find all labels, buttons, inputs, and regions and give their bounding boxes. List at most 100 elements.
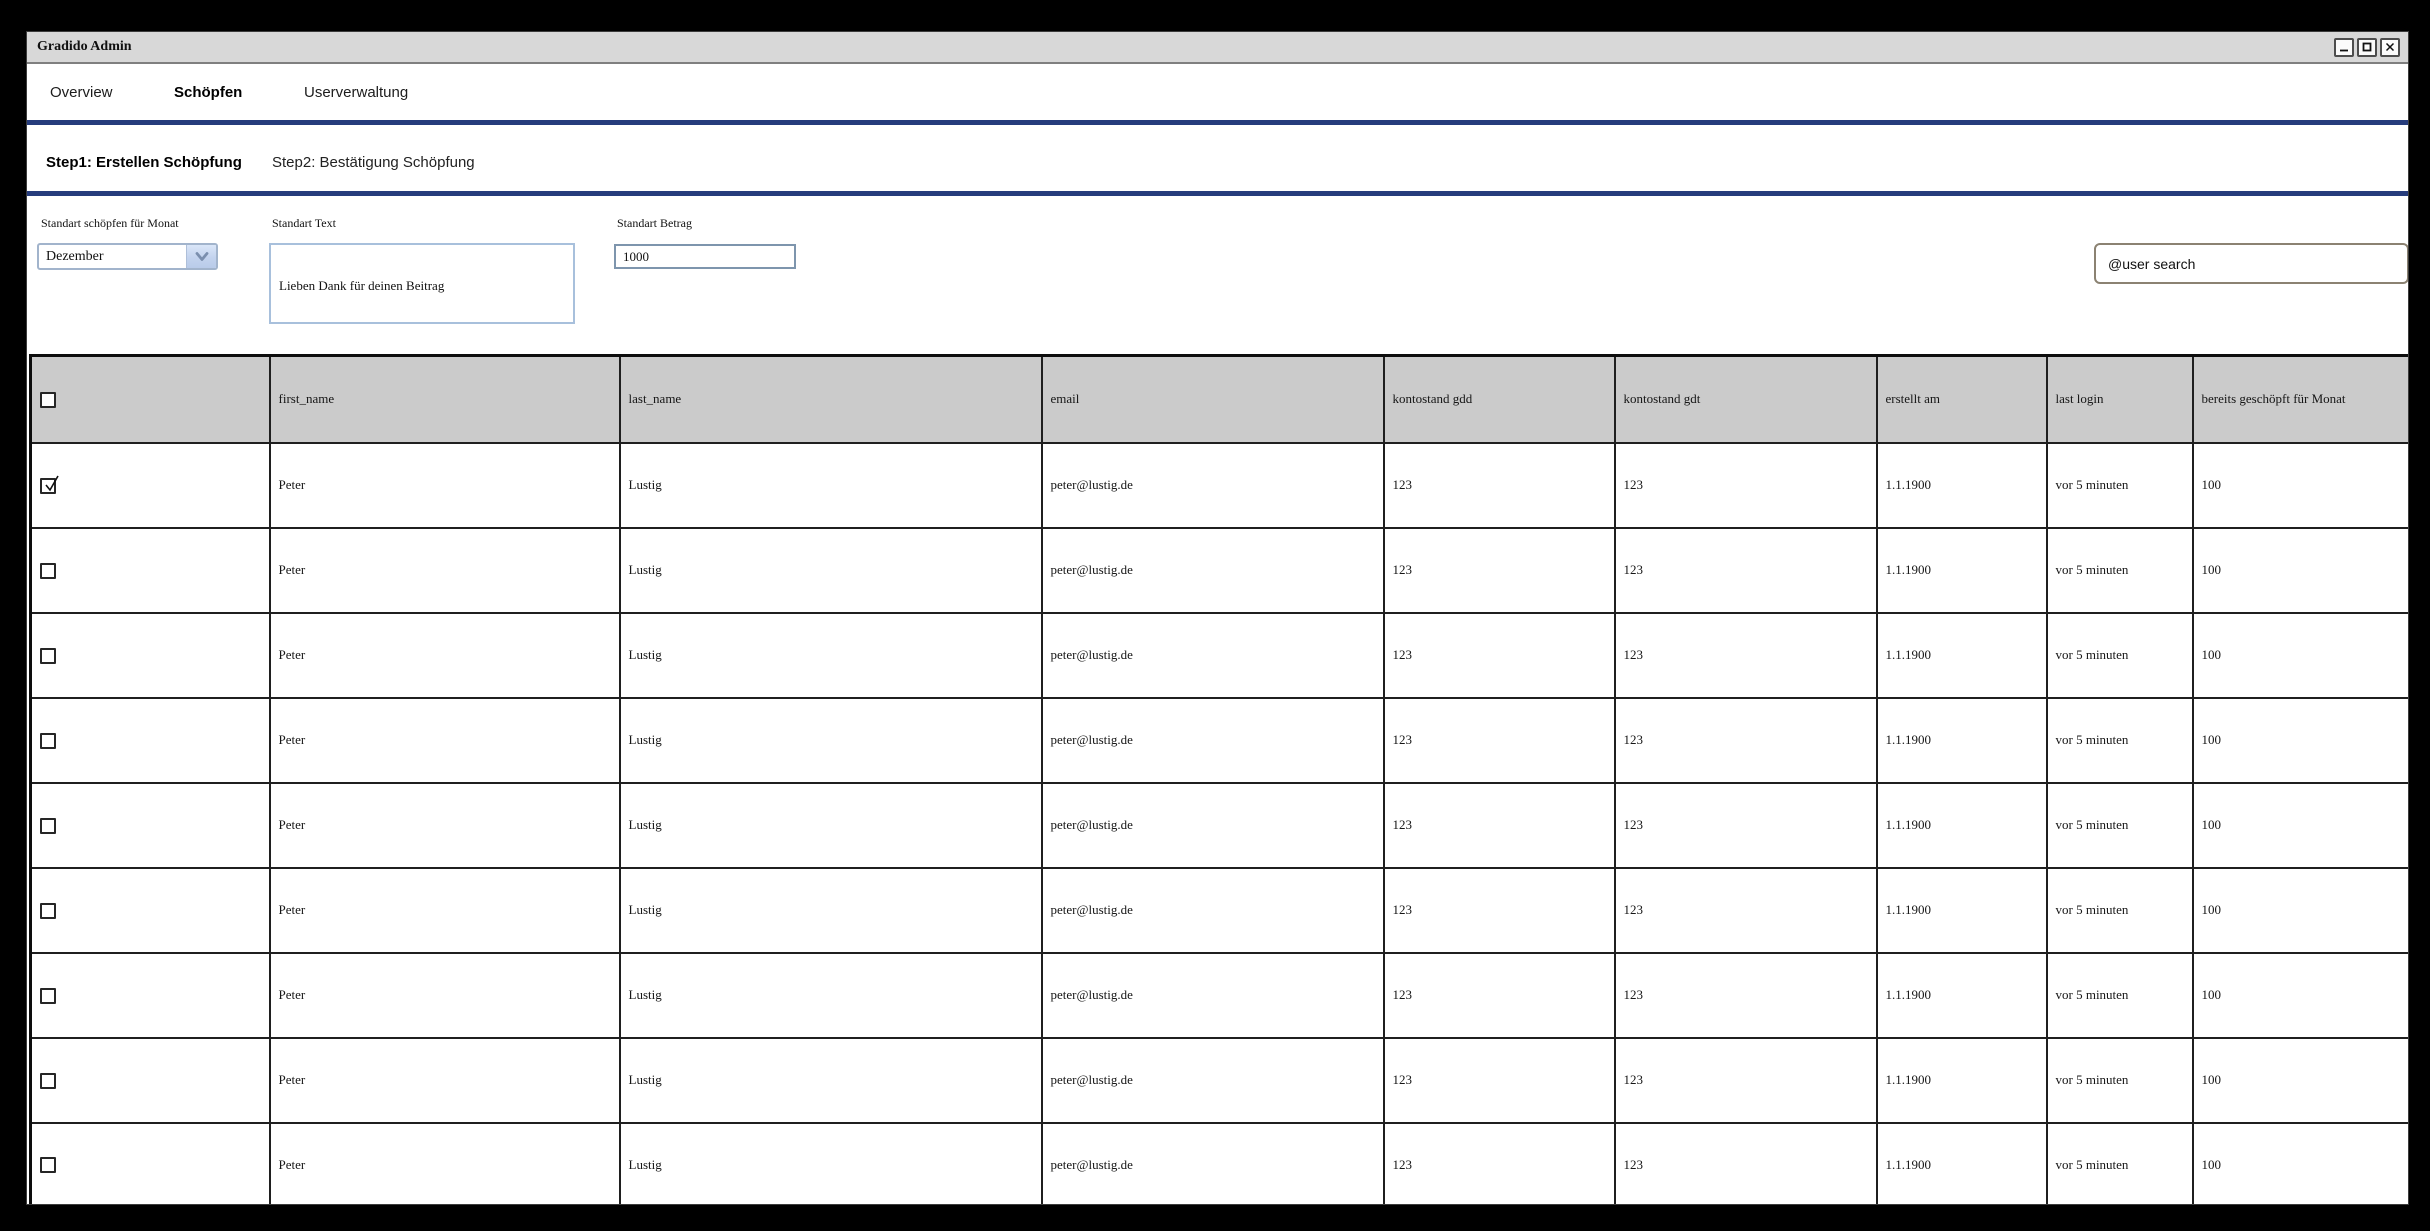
maximize-button[interactable] — [2357, 37, 2377, 57]
row-checkbox[interactable] — [40, 987, 56, 1004]
step2-tab[interactable]: Step2: Bestätigung Schöpfung — [272, 153, 475, 171]
creation-form: Standart schöpfen für Monat Dezember Sta… — [27, 196, 2408, 354]
cell-email: peter@lustig.de — [1040, 611, 1385, 699]
cell-bereits-geschoepft: 100 — [2191, 866, 2408, 954]
row-checkbox[interactable] — [40, 562, 56, 579]
window-titlebar[interactable]: Gradido Admin — [27, 32, 2408, 64]
cell-last-login: vor 5 minuten — [2045, 781, 2194, 869]
row-checkbox[interactable] — [40, 475, 59, 494]
cell-last-name: Lustig — [618, 951, 1043, 1039]
row-checkbox[interactable] — [40, 1072, 56, 1089]
cell-last-login: vor 5 minuten — [2045, 866, 2194, 954]
window-controls — [2334, 37, 2400, 57]
row-checkbox[interactable] — [40, 732, 56, 749]
tab-userverwaltung[interactable]: Userverwaltung — [304, 83, 409, 101]
select-all-header-cell — [29, 354, 271, 444]
cell-email: peter@lustig.de — [1040, 1036, 1385, 1124]
step1-tab[interactable]: Step1: Erstellen Schöpfung — [46, 153, 242, 171]
cell-kontostand-gdd: 123 — [1382, 866, 1616, 954]
cell-kontostand-gdt: 123 — [1613, 696, 1878, 784]
cell-last-name: Lustig — [618, 1121, 1043, 1204]
month-select-value: Dezember — [46, 248, 104, 264]
cell-last-login: vor 5 minuten — [2045, 441, 2194, 529]
column-header-bereits-geschoepft: bereits geschöpft für Monat — [2191, 354, 2408, 444]
column-header-email: email — [1040, 354, 1385, 444]
table-row: Peter Lustig peter@lustig.de 123 123 1.1… — [29, 1121, 2408, 1204]
cell-select — [29, 611, 271, 699]
cell-erstellt-am: 1.1.1900 — [1875, 441, 2048, 529]
cell-erstellt-am: 1.1.1900 — [1875, 866, 2048, 954]
table-row: Peter Lustig peter@lustig.de 123 123 1.1… — [29, 781, 2408, 869]
cell-kontostand-gdt: 123 — [1613, 951, 1878, 1039]
cell-email: peter@lustig.de — [1040, 1121, 1385, 1204]
row-checkbox[interactable] — [40, 647, 56, 664]
cell-kontostand-gdd: 123 — [1382, 611, 1616, 699]
cell-last-name: Lustig — [618, 781, 1043, 869]
main-nav: Overview Schöpfen Userverwaltung — [27, 64, 2408, 125]
cell-select — [29, 781, 271, 869]
cell-select — [29, 696, 271, 784]
cell-email: peter@lustig.de — [1040, 951, 1385, 1039]
cell-select — [29, 951, 271, 1039]
cell-kontostand-gdt: 123 — [1613, 526, 1878, 614]
cell-first-name: Peter — [268, 866, 621, 954]
cell-last-name: Lustig — [618, 1036, 1043, 1124]
close-button[interactable] — [2380, 37, 2400, 57]
cell-last-name: Lustig — [618, 611, 1043, 699]
cell-erstellt-am: 1.1.1900 — [1875, 611, 2048, 699]
table-row: Peter Lustig peter@lustig.de 123 123 1.1… — [29, 866, 2408, 954]
cell-last-name: Lustig — [618, 866, 1043, 954]
chevron-down-icon — [186, 245, 216, 268]
cell-last-name: Lustig — [618, 696, 1043, 784]
cell-select — [29, 441, 271, 529]
cell-kontostand-gdt: 123 — [1613, 611, 1878, 699]
minimize-button[interactable] — [2334, 37, 2354, 57]
column-header-last-name: last_name — [618, 354, 1043, 444]
cell-erstellt-am: 1.1.1900 — [1875, 1036, 2048, 1124]
cell-first-name: Peter — [268, 611, 621, 699]
cell-first-name: Peter — [268, 781, 621, 869]
cell-kontostand-gdt: 123 — [1613, 866, 1878, 954]
cell-kontostand-gdt: 123 — [1613, 441, 1878, 529]
standard-amount-input[interactable] — [614, 244, 796, 269]
cell-email: peter@lustig.de — [1040, 526, 1385, 614]
row-checkbox[interactable] — [40, 1157, 56, 1174]
month-select[interactable]: Dezember — [37, 243, 218, 270]
cell-select — [29, 1121, 271, 1204]
standard-amount-label: Standart Betrag — [617, 216, 692, 230]
cell-erstellt-am: 1.1.1900 — [1875, 781, 2048, 869]
cell-bereits-geschoepft: 100 — [2191, 441, 2408, 529]
row-checkbox[interactable] — [40, 817, 56, 834]
table-header-row: first_name last_name email kontostand gd… — [29, 354, 2408, 444]
tab-overview[interactable]: Overview — [50, 83, 113, 101]
month-select-label: Standart schöpfen für Monat — [41, 216, 179, 230]
column-header-last-login: last login — [2045, 354, 2194, 444]
cell-erstellt-am: 1.1.1900 — [1875, 951, 2048, 1039]
table-row: Peter Lustig peter@lustig.de 123 123 1.1… — [29, 441, 2408, 529]
cell-kontostand-gdd: 123 — [1382, 1121, 1616, 1204]
cell-bereits-geschoepft: 100 — [2191, 1121, 2408, 1204]
cell-first-name: Peter — [268, 1121, 621, 1204]
standard-text-input[interactable]: Lieben Dank für deinen Beitrag — [269, 243, 575, 324]
tab-schoepfen[interactable]: Schöpfen — [174, 83, 243, 101]
cell-last-login: vor 5 minuten — [2045, 1121, 2194, 1204]
user-search-input[interactable] — [2094, 243, 2408, 284]
cell-kontostand-gdd: 123 — [1382, 951, 1616, 1039]
cell-kontostand-gdd: 123 — [1382, 1036, 1616, 1124]
cell-last-login: vor 5 minuten — [2045, 611, 2194, 699]
cell-kontostand-gdt: 123 — [1613, 1036, 1878, 1124]
cell-first-name: Peter — [268, 1036, 621, 1124]
cell-first-name: Peter — [268, 526, 621, 614]
cell-kontostand-gdt: 123 — [1613, 781, 1878, 869]
row-checkbox[interactable] — [40, 902, 56, 919]
select-all-checkbox[interactable] — [40, 391, 56, 408]
cell-bereits-geschoepft: 100 — [2191, 951, 2408, 1039]
cell-kontostand-gdd: 123 — [1382, 526, 1616, 614]
maximize-icon — [2361, 41, 2373, 53]
user-table-body: Peter Lustig peter@lustig.de 123 123 1.1… — [29, 441, 2408, 1204]
cell-last-login: vor 5 minuten — [2045, 696, 2194, 784]
cell-last-name: Lustig — [618, 526, 1043, 614]
user-table: first_name last_name email kontostand gd… — [29, 354, 2408, 1204]
cell-email: peter@lustig.de — [1040, 441, 1385, 529]
standard-text-label: Standart Text — [272, 216, 336, 230]
